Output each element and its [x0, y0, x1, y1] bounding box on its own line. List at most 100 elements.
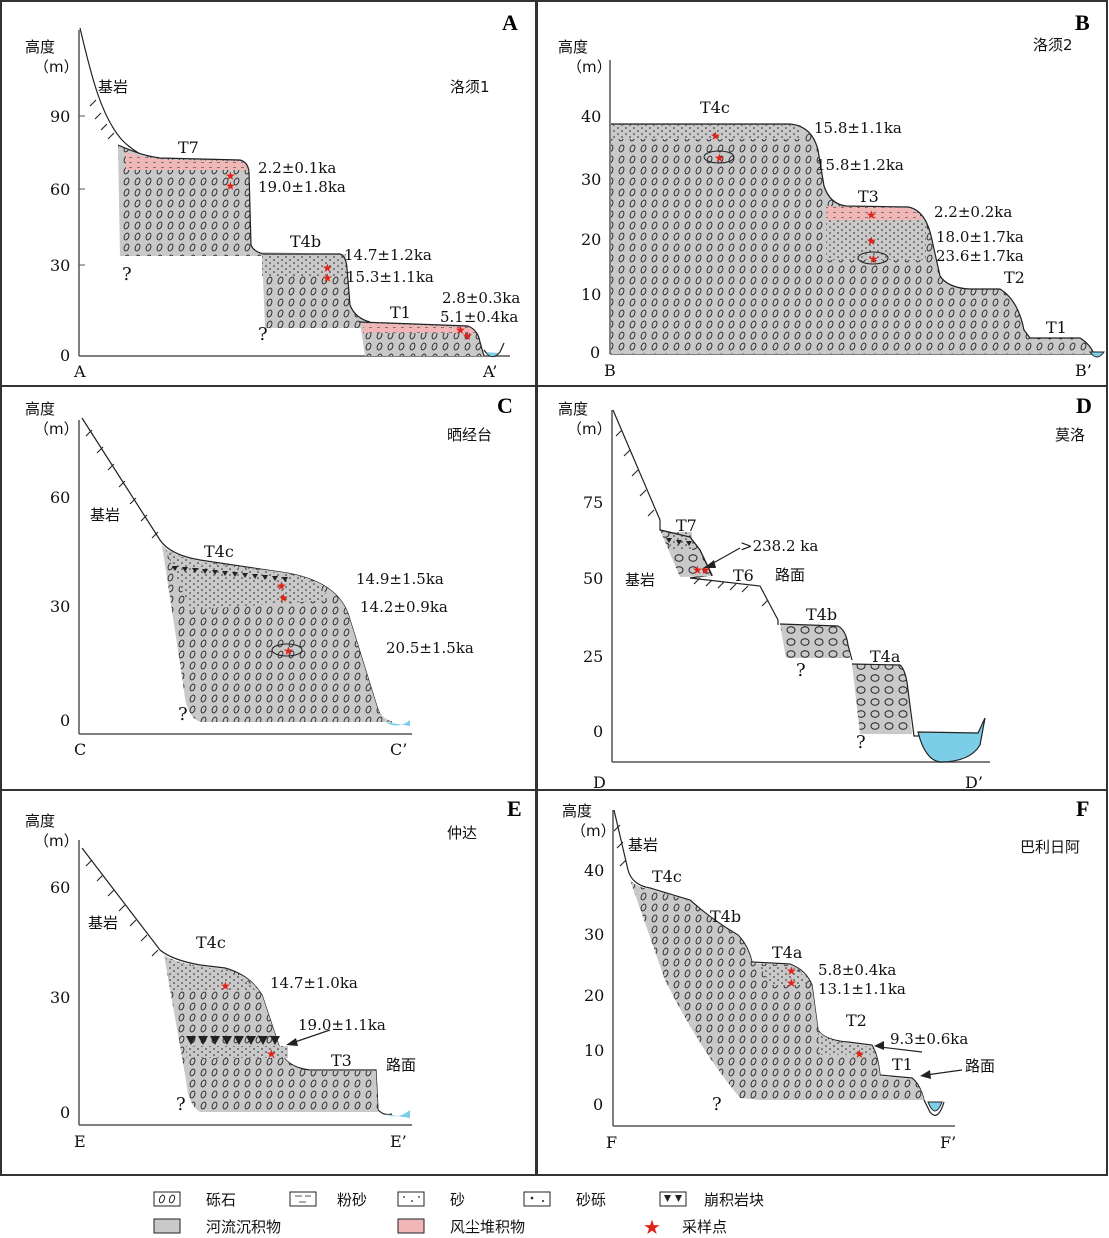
site-name-e: 仲达: [447, 824, 477, 842]
y-axis-unit-f: （m）: [571, 822, 616, 840]
age-a-1: 19.0±1.8ka: [258, 178, 346, 196]
y-tick-d-3: 0: [593, 722, 603, 741]
collapse-blocks-e: [186, 1036, 280, 1045]
legend-label-sample-site: 采样点: [682, 1218, 727, 1236]
y-tick-f-1: 30: [584, 925, 604, 944]
age-a-2: 14.7±1.2ka: [344, 246, 432, 264]
terrace-label-e-t4c: T4c: [196, 933, 226, 952]
svg-text:★: ★: [786, 964, 797, 978]
y-tick-b-1: 30: [581, 170, 601, 189]
panel-frames: [0, 0, 1108, 1176]
svg-text:★: ★: [710, 129, 721, 143]
legend-swatch-collapse-blocks: [659, 1191, 687, 1207]
age-c-2: 20.5±1.5ka: [386, 639, 474, 657]
panel-letter-e: E: [507, 796, 522, 821]
bedrock-hatch-a: [89, 99, 115, 140]
y-tick-b-3: 10: [581, 285, 601, 304]
y-tick-b-2: 20: [581, 230, 601, 249]
svg-text:★: ★: [700, 563, 711, 577]
section-end-f: F’: [940, 1133, 956, 1152]
terrace-label-a-t7: T7: [178, 138, 199, 157]
y-axis-unit-b: （m）: [567, 58, 612, 76]
terrace-label-d-t6: T6: [733, 566, 754, 585]
y-axis-title-b: 高度: [558, 38, 588, 56]
y-tick-d-1: 50: [583, 569, 603, 588]
collapse-blocks-c: [172, 566, 288, 582]
y-tick-e-0: 60: [50, 878, 70, 897]
y-tick-a-3: 0: [60, 346, 70, 365]
svg-text:★: ★: [868, 252, 879, 266]
age-a-5: 5.1±0.4ka: [440, 308, 518, 326]
svg-text:★: ★: [866, 234, 877, 248]
y-axis-unit-d: （m）: [567, 420, 612, 438]
age-e-1: 19.0±1.1ka: [298, 1016, 386, 1034]
age-b-3: 18.0±1.7ka: [936, 228, 1024, 246]
terrace-label-a-t1: T1: [390, 303, 411, 322]
section-end-b: B’: [1075, 361, 1092, 380]
legend-star-icon: ★: [643, 1215, 661, 1238]
y-axis-e: 60 30 0: [50, 840, 412, 1126]
age-b-1: 15.8±1.2ka: [816, 156, 904, 174]
terrace-label-f-t2: T2: [846, 1011, 867, 1030]
panel-letter-c: C: [497, 393, 513, 418]
y-tick-d-0: 75: [583, 493, 603, 512]
terrace-label-c-t4c: T4c: [204, 542, 234, 561]
section-start-f: F: [606, 1133, 617, 1152]
road-label-d: 路面: [775, 566, 805, 584]
bedrock-label-a: 基岩: [98, 78, 128, 96]
panel-f: F 巴利日阿 高度 （m） 40 30 20 10 0 F F’ 基岩 ★★★: [562, 796, 1089, 1152]
terrace-label-a-t4b: T4b: [290, 232, 321, 251]
unknown-mark-d-1: ?: [856, 732, 866, 753]
bedrock-label-f: 基岩: [628, 836, 658, 854]
section-start-a: A: [73, 362, 86, 381]
y-tick-c-1: 30: [50, 597, 70, 616]
panel-letter-d: D: [1076, 393, 1092, 418]
svg-text:★: ★: [283, 644, 294, 658]
terrace-label-f-t1: T1: [892, 1055, 913, 1074]
legend: 砾石 粉砂 砂 砂砾 崩积岩块 河流沉积物 风尘堆积物 ★ 采样点: [153, 1191, 764, 1238]
legend-label-sandy-gravel: 砂砾: [576, 1191, 606, 1209]
y-tick-a-0: 90: [50, 107, 70, 126]
age-b-4: 23.6±1.7ka: [936, 247, 1024, 265]
unknown-mark-c: ?: [178, 704, 188, 725]
panel-c: C 晒经台 高度 （m） 60 30 0 C C’ 基岩: [25, 393, 513, 759]
y-tick-e-2: 0: [60, 1103, 70, 1122]
unknown-mark-e: ?: [176, 1094, 186, 1115]
site-name-c: 晒经台: [447, 426, 492, 444]
y-tick-c-0: 60: [50, 488, 70, 507]
y-tick-b-0: 40: [581, 107, 601, 126]
legend-swatch-silt: [289, 1191, 317, 1207]
y-tick-f-4: 0: [593, 1095, 603, 1114]
svg-text:★: ★: [714, 151, 725, 165]
panel-e: E 仲达 高度 （m） 60 30 0 E E’ 基岩: [25, 796, 522, 1151]
legend-swatch-gravel: [153, 1191, 181, 1207]
svg-text:★: ★: [866, 208, 877, 222]
y-axis-title-a: 高度: [25, 38, 55, 56]
section-end-d: D’: [965, 773, 983, 792]
svg-text:★: ★: [276, 579, 287, 593]
y-tick-a-2: 30: [50, 256, 70, 275]
y-axis-title-c: 高度: [25, 400, 55, 418]
panel-letter-f: F: [1076, 796, 1089, 821]
panel-d: D 莫洛 高度 （m） 75 50 25 0 D D’ 基岩: [558, 393, 1092, 792]
bedrock-label-d: 基岩: [625, 571, 655, 589]
y-axis-c: 60 30 0: [50, 420, 412, 735]
svg-text:★: ★: [266, 1047, 277, 1061]
age-b-0: 15.8±1.1ka: [814, 119, 902, 137]
svg-text:★: ★: [278, 591, 289, 605]
y-tick-f-3: 10: [584, 1041, 604, 1060]
age-b-2: 2.2±0.2ka: [934, 203, 1012, 221]
unknown-mark-a-0: ?: [122, 264, 132, 285]
svg-text:★: ★: [786, 976, 797, 990]
site-name-a: 洛须1: [450, 78, 490, 96]
unknown-mark-a-1: ?: [258, 324, 268, 345]
age-e-0: 14.7±1.0ka: [270, 974, 358, 992]
terrace-label-b-t1: T1: [1046, 318, 1067, 337]
y-axis-d: 75 50 25 0: [583, 410, 990, 763]
svg-text:★: ★: [854, 1047, 865, 1061]
svg-text:★: ★: [220, 979, 231, 993]
age-c-1: 14.2±0.9ka: [360, 598, 448, 616]
y-tick-f-2: 20: [584, 986, 604, 1005]
svg-text:★: ★: [322, 261, 333, 275]
